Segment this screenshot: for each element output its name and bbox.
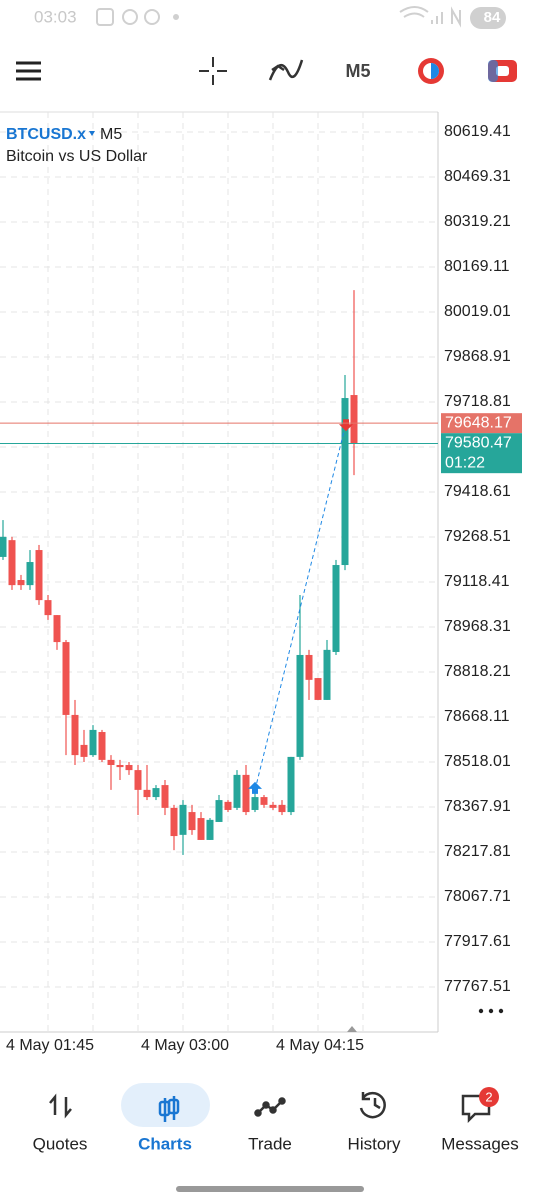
y-tick-label: 79268.51 (444, 528, 511, 545)
candle-body (323, 649, 331, 700)
candle-body (80, 744, 88, 757)
candle-body (26, 562, 34, 586)
candle-body (197, 818, 205, 840)
y-tick-label: 78367.91 (444, 798, 511, 815)
candle-body (269, 804, 277, 808)
status-time: 03:03 (34, 7, 77, 26)
candle-body (215, 800, 223, 822)
y-tick-label: 80019.01 (444, 303, 511, 320)
candle-body (251, 797, 259, 810)
y-tick-label: 78818.21 (444, 663, 511, 680)
home-indicator (176, 1186, 364, 1192)
candle-body (305, 654, 313, 680)
more-button[interactable] (478, 1008, 504, 1014)
candle-body (179, 804, 187, 835)
candle-body (233, 774, 241, 808)
candle-body (62, 642, 70, 715)
y-tick-label: 77767.51 (444, 978, 511, 995)
x-tick-label: 4 May 03:00 (141, 1037, 229, 1054)
candle-body (296, 654, 304, 757)
y-tick-label: 80619.41 (444, 123, 511, 140)
candle-body (44, 600, 52, 616)
y-tick-label: 77917.61 (444, 933, 511, 950)
nav-icons (49, 1091, 491, 1124)
crosshair-button[interactable] (199, 57, 227, 85)
chart-timeframe: M5 (100, 126, 122, 143)
x-tick-label: 4 May 04:15 (276, 1037, 364, 1054)
buy-marker (248, 781, 262, 794)
battery (470, 7, 506, 29)
symbol-dropdown[interactable] (89, 131, 95, 136)
y-tick-label: 79718.81 (444, 393, 511, 410)
y-tick-label: 79418.61 (444, 483, 511, 500)
candle-body (116, 764, 124, 768)
grid (0, 112, 438, 1032)
candle-body (143, 789, 151, 798)
messages-badge (479, 1087, 499, 1107)
symbol[interactable]: BTCUSD.x (6, 126, 86, 143)
bid-timer: 01:22 (445, 454, 485, 471)
candle-body (8, 540, 16, 586)
candle-body (161, 785, 169, 808)
nav-history[interactable]: History (348, 1134, 401, 1153)
candle-body (17, 580, 25, 586)
candle-body (152, 788, 160, 798)
candles (0, 290, 358, 855)
candle-body (89, 729, 97, 756)
y-tick-label: 80169.11 (444, 258, 510, 275)
candle-body (242, 774, 250, 813)
candle-body (188, 812, 196, 831)
ask-label: 79648.17 (445, 414, 512, 431)
candle-body (206, 819, 214, 840)
candle-body (332, 565, 340, 652)
candle-body (278, 804, 286, 813)
bid-label: 79580.47 (445, 434, 512, 451)
candle-body (107, 759, 115, 765)
nav-trade[interactable]: Trade (248, 1134, 292, 1153)
candle-body (35, 550, 43, 601)
y-tick-label: 78668.11 (444, 708, 510, 725)
candle-body (287, 756, 295, 813)
candle-body (134, 770, 142, 790)
timeframe-button[interactable]: M5 (345, 61, 370, 81)
nav-messages[interactable]: Messages (441, 1134, 518, 1153)
y-tick-label: 79868.91 (444, 348, 511, 365)
candle-body (125, 764, 133, 771)
candle-body (0, 536, 7, 557)
symbol-description: Bitcoin vs US Dollar (6, 148, 148, 165)
y-tick-label: 78968.31 (444, 618, 511, 635)
y-tick-label: 78518.01 (444, 753, 511, 770)
candle-body (53, 615, 61, 643)
bid-label-box (441, 433, 522, 474)
status-icons (96, 6, 461, 28)
menu-button[interactable] (16, 61, 41, 81)
candle-body (341, 398, 349, 566)
x-tick-label: 4 May 01:45 (6, 1037, 94, 1054)
candle-body (224, 801, 232, 810)
candle-body (170, 807, 178, 837)
y-tick-label: 78067.71 (444, 888, 511, 905)
y-tick-label: 79118.41 (444, 573, 510, 590)
messages-badge-count: 2 (485, 1089, 492, 1104)
indicators-button[interactable] (268, 59, 304, 81)
ask-label-box (441, 413, 522, 434)
trade-button[interactable] (488, 60, 517, 82)
current-bar-marker (347, 1026, 357, 1032)
candle-body (350, 395, 358, 444)
candle-body (314, 678, 322, 700)
y-tick-label: 80469.31 (444, 168, 511, 185)
y-tick-label: 80319.21 (444, 213, 511, 230)
candle-body (98, 732, 106, 760)
nav-quotes[interactable]: Quotes (33, 1134, 88, 1153)
y-tick-label: 78217.81 (444, 843, 511, 860)
candle-body (71, 714, 79, 756)
sell-marker (339, 419, 353, 432)
one-click-button[interactable] (418, 58, 444, 84)
nav-charts[interactable]: Charts (138, 1134, 192, 1153)
candle-body (260, 797, 268, 805)
battery-level: 84 (484, 9, 501, 26)
